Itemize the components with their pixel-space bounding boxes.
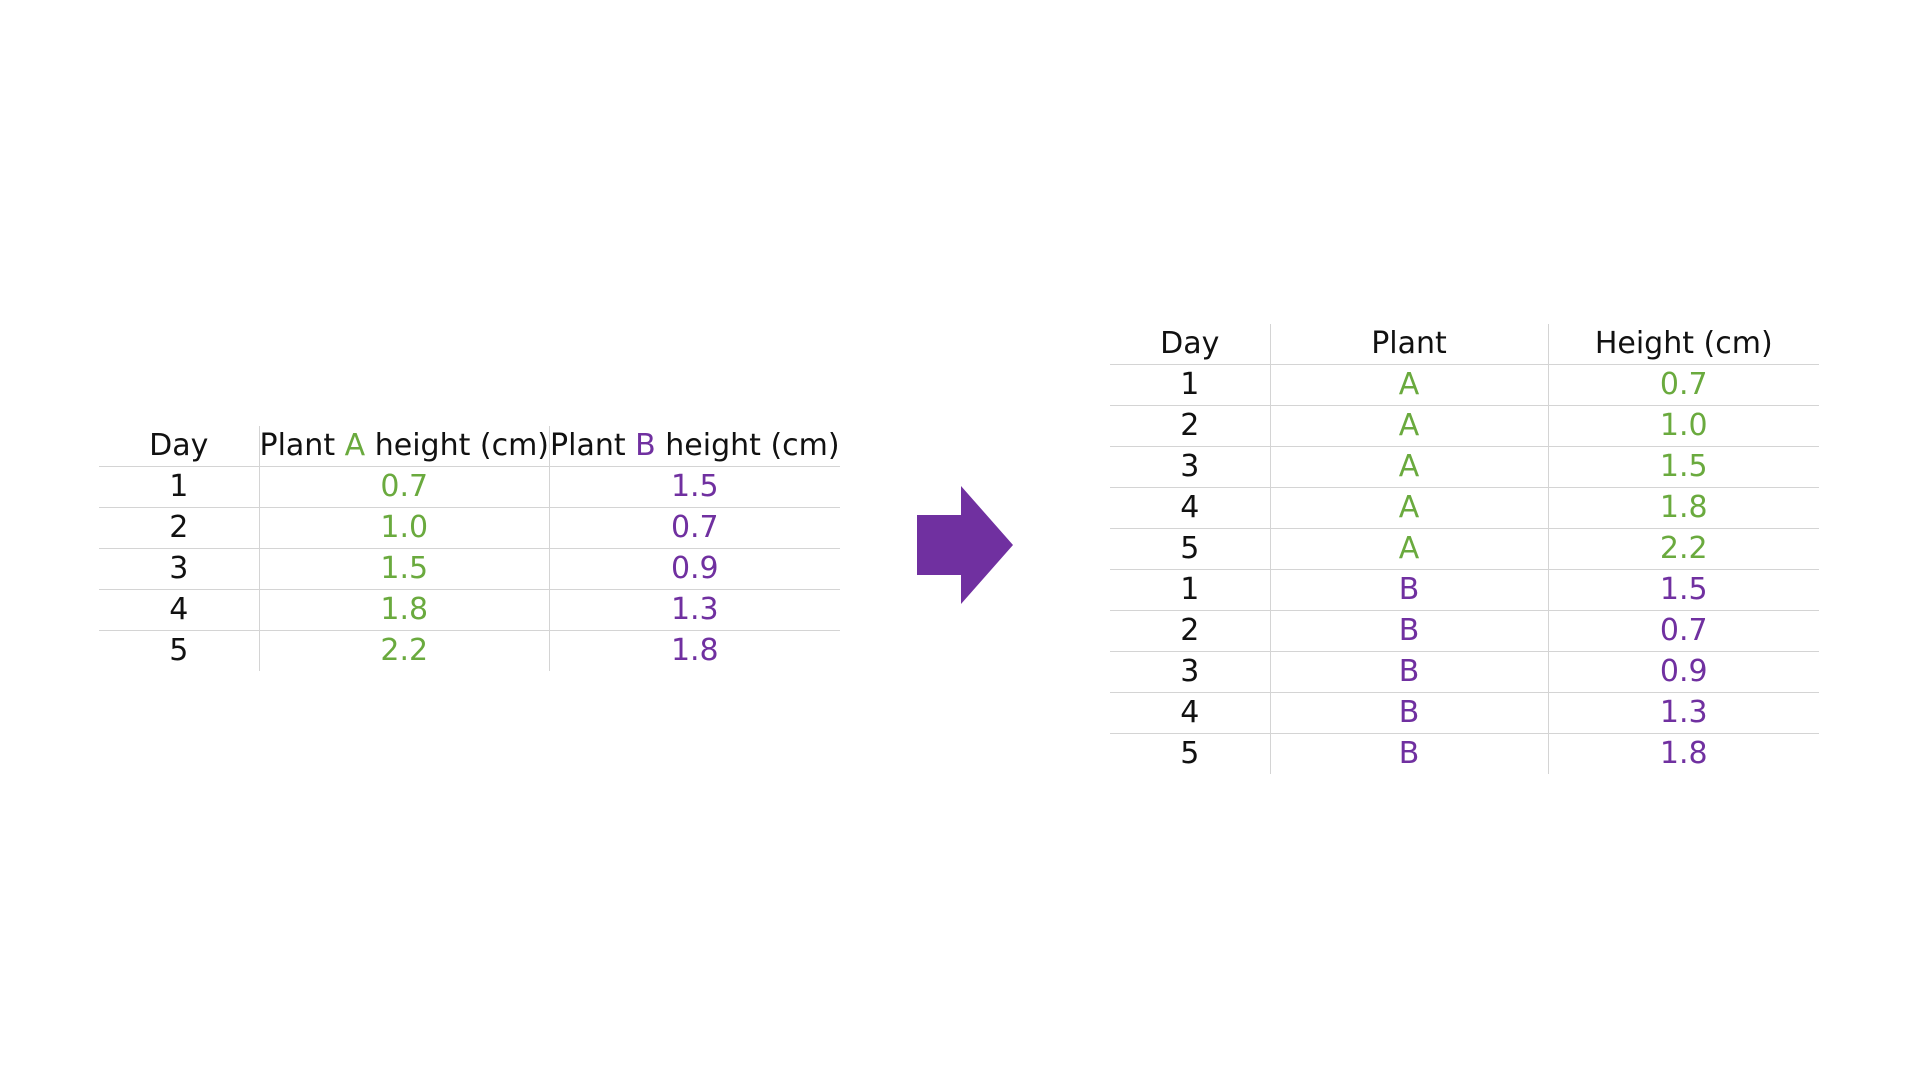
long-format-table: Day Plant Height (cm) 1 A 0.7 2 A 1.0 3 … [1110, 324, 1819, 774]
wide-cell-plant-b: 1.5 [549, 466, 840, 508]
long-cell-height: 1.5 [1547, 569, 1819, 611]
wide-cell-day: 3 [99, 548, 259, 590]
wide-cell-plant-b: 0.9 [549, 548, 840, 590]
wide-cell-day: 2 [99, 507, 259, 549]
table-row: 2 1.0 0.7 [99, 507, 840, 549]
table-row: 1 A 0.7 [1110, 364, 1819, 406]
table-row: 4 A 1.8 [1110, 487, 1819, 529]
long-cell-height: 0.9 [1547, 651, 1819, 693]
wide-header-row: Day Plant A height (cm) Plant B height (… [99, 426, 840, 467]
long-cell-plant: B [1269, 651, 1548, 693]
table-row: 2 B 0.7 [1110, 610, 1819, 652]
long-cell-plant: B [1269, 569, 1548, 611]
wide-header-plant-a-letter: A [344, 428, 366, 463]
long-cell-day: 3 [1110, 651, 1270, 693]
wide-cell-day: 4 [99, 589, 259, 631]
table-row: 1 0.7 1.5 [99, 466, 840, 508]
wide-cell-plant-b: 1.8 [549, 630, 840, 671]
long-cell-height: 1.3 [1547, 692, 1819, 734]
long-cell-day: 1 [1110, 569, 1270, 611]
wide-cell-plant-a: 1.0 [258, 507, 550, 549]
wide-cell-day: 5 [99, 630, 259, 671]
long-cell-plant: A [1269, 364, 1548, 406]
long-cell-day: 4 [1110, 487, 1270, 529]
table-row: 5 A 2.2 [1110, 528, 1819, 570]
long-cell-day: 2 [1110, 610, 1270, 652]
long-cell-plant: A [1269, 446, 1548, 488]
table-row: 2 A 1.0 [1110, 405, 1819, 447]
long-header-height: Height (cm) [1547, 324, 1819, 365]
long-cell-plant: A [1269, 405, 1548, 447]
long-cell-height: 1.0 [1547, 405, 1819, 447]
long-cell-height: 1.8 [1547, 733, 1819, 774]
wide-header-plant-a-prefix: Plant [259, 428, 336, 463]
table-row: 4 1.8 1.3 [99, 589, 840, 631]
table-row: 5 B 1.8 [1110, 733, 1819, 774]
table-row: 3 A 1.5 [1110, 446, 1819, 488]
long-cell-day: 5 [1110, 528, 1270, 570]
long-header-plant: Plant [1269, 324, 1548, 365]
long-cell-height: 1.5 [1547, 446, 1819, 488]
long-cell-plant: B [1269, 692, 1548, 734]
long-cell-day: 3 [1110, 446, 1270, 488]
wide-cell-plant-b: 0.7 [549, 507, 840, 549]
wide-header-day: Day [149, 428, 209, 463]
wide-header-plant-a-suffix: height (cm) [374, 428, 550, 463]
wide-header-plant-b-suffix: height (cm) [665, 428, 840, 463]
wide-cell-day: 1 [99, 466, 259, 508]
wide-cell-plant-b: 1.3 [549, 589, 840, 631]
wide-header-plant-b-letter: B [635, 428, 656, 463]
wide-cell-plant-a: 0.7 [258, 466, 550, 508]
right-arrow-shape [917, 486, 1013, 604]
wide-format-table: Day Plant A height (cm) Plant B height (… [99, 426, 840, 671]
long-cell-plant: B [1269, 733, 1548, 774]
wide-header-plant-a: Plant A height (cm) [258, 426, 550, 467]
table-row: 5 2.2 1.8 [99, 630, 840, 671]
long-cell-height: 1.8 [1547, 487, 1819, 529]
long-cell-plant: A [1269, 487, 1548, 529]
table-row: 3 1.5 0.9 [99, 548, 840, 590]
wide-cell-plant-a: 2.2 [258, 630, 550, 671]
wide-cell-plant-a: 1.8 [258, 589, 550, 631]
long-header-day: Day [1160, 326, 1220, 361]
long-cell-height: 0.7 [1547, 610, 1819, 652]
long-cell-day: 5 [1110, 733, 1270, 774]
long-cell-day: 4 [1110, 692, 1270, 734]
right-arrow-icon [917, 486, 1013, 604]
wide-cell-plant-a: 1.5 [258, 548, 550, 590]
wide-header-plant-b: Plant B height (cm) [549, 426, 840, 467]
long-cell-plant: B [1269, 610, 1548, 652]
wide-header-plant-b-prefix: Plant [550, 428, 626, 463]
table-row: 4 B 1.3 [1110, 692, 1819, 734]
table-row: 1 B 1.5 [1110, 569, 1819, 611]
long-cell-height: 2.2 [1547, 528, 1819, 570]
long-cell-day: 2 [1110, 405, 1270, 447]
long-cell-height: 0.7 [1547, 364, 1819, 406]
long-header-row: Day Plant Height (cm) [1110, 324, 1819, 365]
long-cell-plant: A [1269, 528, 1548, 570]
long-cell-day: 1 [1110, 364, 1270, 406]
table-row: 3 B 0.9 [1110, 651, 1819, 693]
